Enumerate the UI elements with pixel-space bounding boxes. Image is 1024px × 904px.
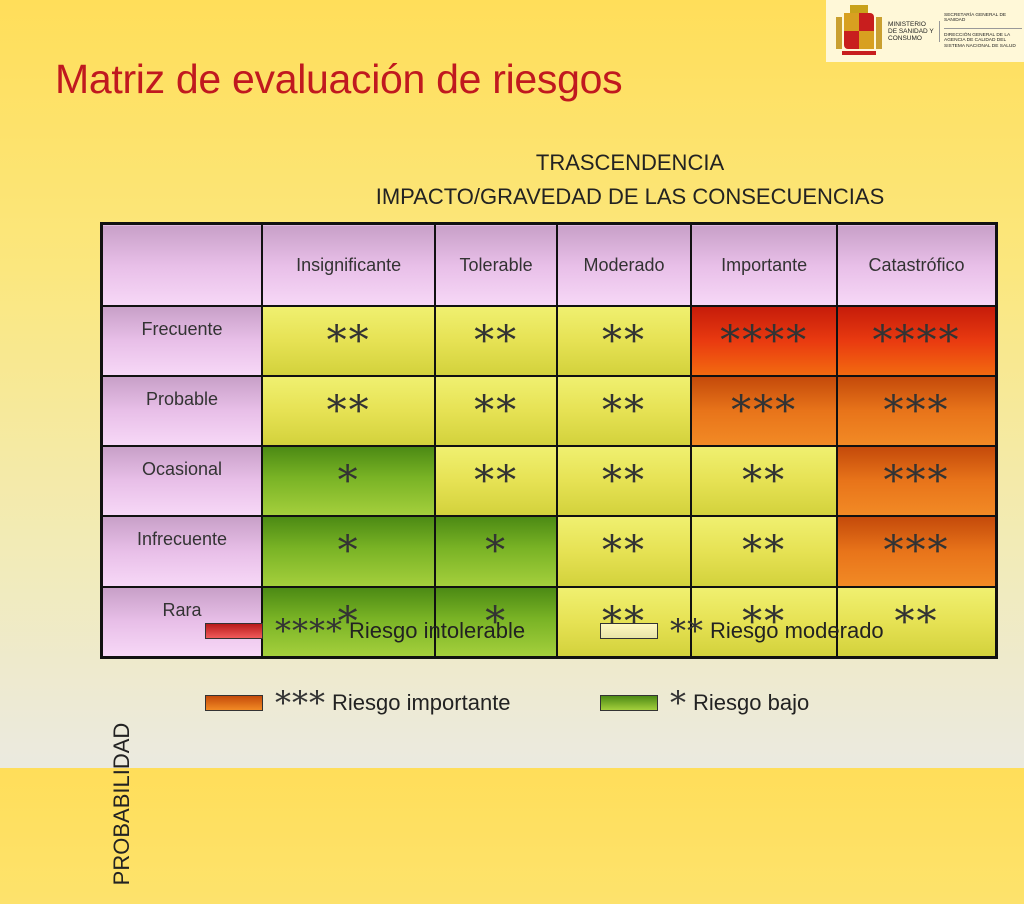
legend-label: Riesgo intolerable bbox=[349, 618, 526, 643]
risk-cell: ** bbox=[434, 445, 558, 518]
legend-stars: ** bbox=[670, 612, 704, 650]
legend-swatch bbox=[600, 695, 658, 711]
risk-cell: *** bbox=[690, 375, 838, 448]
corner-cell bbox=[100, 222, 263, 307]
direccion-text: DIRECCIÓN GENERAL DE LA AGENCIA DE CALID… bbox=[944, 32, 1016, 49]
risk-matrix: Insignificante Tolerable Moderado Import… bbox=[100, 222, 998, 659]
risk-cell: *** bbox=[835, 515, 998, 588]
row-header: Frecuente bbox=[100, 304, 263, 378]
legend-stars: *** bbox=[275, 684, 326, 722]
legend-intolerable: **** Riesgo intolerable bbox=[205, 612, 525, 650]
risk-cell: ** bbox=[555, 375, 693, 448]
risk-cell: **** bbox=[835, 304, 998, 378]
row-header: Probable bbox=[100, 375, 263, 448]
matrix-header-line2: IMPACTO/GRAVEDAD DE LAS CONSECUENCIAS bbox=[375, 184, 885, 209]
ministry-logo: MINISTERIO DE SANIDAD Y CONSUMO SECRETAR… bbox=[826, 0, 1024, 62]
risk-cell: ** bbox=[555, 445, 693, 518]
risk-cell: **** bbox=[690, 304, 838, 378]
secretaria-text: SECRETARÍA GENERAL DE SANIDAD bbox=[944, 12, 1007, 24]
column-header: Moderado bbox=[555, 222, 693, 307]
ministry-name: MINISTERIO DE SANIDAD Y CONSUMO bbox=[888, 20, 940, 42]
risk-cell: ** bbox=[690, 585, 838, 659]
legend-swatch bbox=[205, 695, 263, 711]
risk-cell: *** bbox=[835, 445, 998, 518]
legend-low: * Riesgo bajo bbox=[600, 684, 809, 722]
coat-of-arms-icon bbox=[834, 3, 884, 59]
column-header: Catastrófico bbox=[835, 222, 998, 307]
column-header: Importante bbox=[690, 222, 838, 307]
risk-cell: ** bbox=[835, 585, 998, 659]
legend-moderate: ** Riesgo moderado bbox=[600, 612, 884, 650]
risk-cell: ** bbox=[555, 515, 693, 588]
risk-cell: ** bbox=[690, 515, 838, 588]
legend-label: Riesgo importante bbox=[332, 690, 511, 715]
risk-cell: * bbox=[434, 515, 558, 588]
row-header: Ocasional bbox=[100, 445, 263, 518]
risk-cell: ** bbox=[260, 375, 437, 448]
page-title: Matriz de evaluación de riesgos bbox=[55, 56, 623, 102]
risk-cell: ** bbox=[690, 445, 838, 518]
risk-cell: *** bbox=[835, 375, 998, 448]
risk-cell: * bbox=[260, 515, 437, 588]
risk-cell: * bbox=[434, 585, 558, 659]
risk-cell: * bbox=[260, 445, 437, 518]
risk-cell: ** bbox=[555, 304, 693, 378]
risk-cell: * bbox=[260, 585, 437, 659]
legend-stars: **** bbox=[275, 612, 343, 650]
probability-axis-label: PROBABILIDAD bbox=[109, 722, 134, 886]
column-header: Insignificante bbox=[260, 222, 437, 307]
row-header: Infrecuente bbox=[100, 515, 263, 588]
legend-label: Riesgo bajo bbox=[693, 690, 810, 715]
risk-cell: ** bbox=[434, 304, 558, 378]
legend-swatch bbox=[205, 623, 263, 639]
legend-stars: * bbox=[670, 684, 687, 722]
legend-swatch bbox=[600, 623, 658, 639]
risk-cell: ** bbox=[434, 375, 558, 448]
column-header: Tolerable bbox=[434, 222, 558, 307]
legend-important: *** Riesgo importante bbox=[205, 684, 511, 722]
matrix-header-line1: TRASCENDENCIA bbox=[535, 150, 725, 175]
row-header: Rara bbox=[100, 585, 263, 659]
legend-label: Riesgo moderado bbox=[710, 618, 884, 643]
risk-cell: ** bbox=[260, 304, 437, 378]
